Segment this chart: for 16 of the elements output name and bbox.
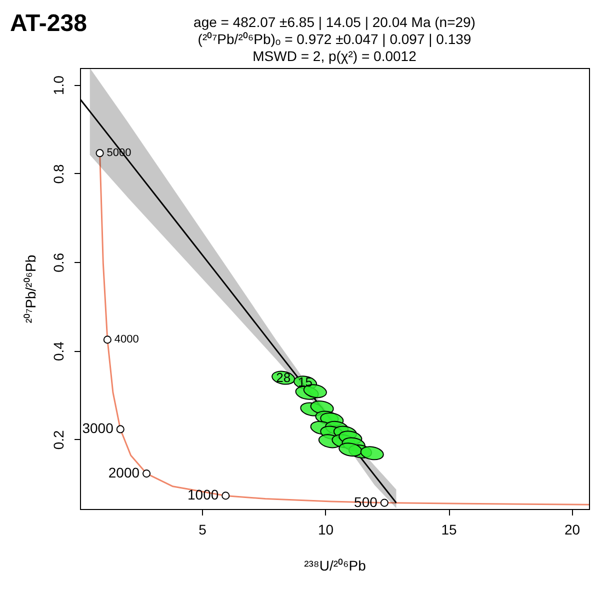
annotation: 2000: [108, 464, 140, 481]
annotation: 3000: [82, 420, 114, 436]
y-tick-label: 1.0: [50, 75, 66, 96]
x-tick-label: 5: [198, 522, 207, 538]
x-tick-label: 20: [564, 522, 580, 538]
y-tick-label: 0.6: [50, 252, 66, 272]
x-tick-label: 15: [441, 522, 457, 538]
y-tick-label: 0.4: [50, 341, 66, 362]
y-tick-label: 0.2: [50, 430, 66, 450]
chart-title: AT-238: [10, 10, 87, 38]
y-tick-label: 0.8: [50, 164, 66, 184]
y-axis-title: ²⁰⁷Pb/²⁰⁶Pb: [22, 254, 38, 324]
chart-subtitle: age = 482.07 ±6.85 | 14.05 | 20.04 Ma (n=29) (²⁰⁷Pb/²⁰⁶Pb)ₒ = 0.972 ±0.047 | 0.097 | 0.139 MSWD = 2, p(χ²) = 0.0012: [194, 14, 476, 64]
x-axis-title: ²³⁸U/²⁰⁶Pb: [304, 558, 366, 574]
x-tick-label: 10: [318, 522, 334, 538]
annotation: 4000: [114, 334, 139, 346]
